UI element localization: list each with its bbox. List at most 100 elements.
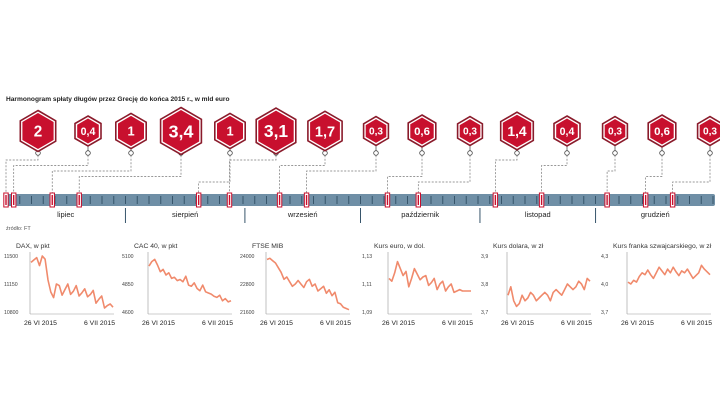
chart-title: FTSE MIB [252,243,284,250]
payment-badge-label: 0,6 [654,126,670,138]
x-tick-label: 6 VII 2015 [561,320,592,327]
payment-badge-label: 0,3 [703,127,717,138]
y-tick-label: 3,8 [481,282,488,288]
month-label: październik [401,210,439,219]
date-leader [387,155,423,193]
badge-dot [419,150,425,156]
chart-cac40: CAC 40, w pkt 5100 4850 4600 26 VI 2015 6 VII… [122,238,234,330]
x-tick-label: 26 VI 2015 [260,320,293,327]
series-line [30,255,114,309]
badge-dot [659,150,665,156]
chart-chf-pln: Kurs franka szwajcarskiego, w zł 4,3 4,0 3,… [601,238,713,330]
y-tick-label: 1,09 [362,310,372,316]
x-tick-label: 6 VII 2015 [442,320,473,327]
y-tick-label: 3,7 [481,310,488,316]
date-leader [78,155,182,193]
series-line [266,257,350,311]
chart-ftse-mib: FTSE MIB 24000 22800 21600 26 VI 2015 6 VII 2… [240,238,352,330]
month-label: sierpień [172,210,198,219]
chart-title: Kurs euro, w dol. [374,243,425,250]
y-tick-label: 21600 [240,310,255,316]
date-leader [229,155,277,193]
payment-badge-label: 1 [127,124,134,139]
payment-badge-label: 3,1 [264,121,289,141]
y-tick-label: 1,11 [362,282,372,288]
chart-title: CAC 40, w pkt [134,243,178,250]
date-leader [606,155,616,193]
date-leader [541,155,568,193]
chart-usd-pln: Kurs dolara, w zł 3,9 3,8 3,7 26 VI 2015 6 VI… [481,238,593,330]
payment-badge [162,110,200,152]
date-leader [306,155,377,193]
y-tick-label: 24000 [240,254,255,260]
badge-dot [373,150,379,156]
month-label: listopad [525,210,551,219]
payment-timeline: Harmonogram spłaty długów przez Grecję d… [3,96,720,232]
y-tick-label: 4850 [122,282,134,288]
payment-badge [650,117,674,145]
badge-dot [128,150,134,156]
date-leader [495,155,518,193]
payment-badge-label: 0,4 [81,126,96,138]
payment-badge-label: 0,4 [560,126,575,138]
source-note: źródło: FT [6,226,31,232]
date-leader [198,155,231,193]
payment-badge-label: 2 [34,123,43,140]
chart-title: Kurs franka szwajcarskiego, w zł [613,243,712,250]
payment-badge-label: 1,7 [315,124,335,140]
payment-badge [310,113,340,149]
badge-dot [85,150,91,156]
y-tick-label: 3,7 [601,310,608,316]
chart-eur-usd: Kurs euro, w dol. 1,13 1,11 1,09 26 VI 2015 6… [362,238,474,330]
payment-badge [22,113,54,149]
payment-badge [258,110,294,152]
chart-title: DAX, w pkt [16,243,50,250]
month-label: lipiec [57,210,74,219]
payment-badge-label: 1 [226,124,233,139]
y-tick-label: 3,9 [481,254,488,260]
payment-badge-label: 3,4 [169,121,194,141]
badge-dot [514,150,520,156]
date-leader [417,155,471,193]
x-tick-label: 26 VI 2015 [382,320,415,327]
payment-badge-label: 0,3 [463,127,477,138]
series-line [627,264,711,285]
date-leader [279,155,326,193]
y-tick-label: 11150 [4,282,18,288]
page-title: Harmonogram spłaty długów przez Grecję d… [6,96,230,103]
payment-badge [77,118,99,144]
y-tick-label: 22800 [240,282,255,288]
payment-badge [118,115,144,147]
y-tick-label: 1,13 [362,254,372,260]
payment-badge [459,119,481,143]
badge-dot [564,150,570,156]
x-tick-label: 6 VII 2015 [320,320,351,327]
chart-dax: DAX, w pkt 11500 11150 10800 26 VI 2015 6 VII… [4,238,116,330]
date-leader [645,155,663,193]
payment-badge-label: 0,3 [369,127,383,138]
series-line [148,258,232,303]
badge-dot [467,150,473,156]
date-leader [13,155,89,193]
badge-dot [707,150,713,156]
x-tick-label: 6 VII 2015 [202,320,233,327]
payment-badge-label: 0,6 [414,126,430,138]
x-tick-label: 26 VI 2015 [142,320,175,327]
series-line [388,260,471,294]
payment-badge [699,119,720,143]
payment-badge [556,118,578,144]
payment-badge [410,117,434,145]
y-tick-label: 10800 [4,310,19,316]
y-tick-label: 5100 [122,254,134,260]
month-label: wrzesień [287,210,318,219]
payment-badge-label: 1,4 [507,123,527,139]
y-tick-label: 4600 [122,310,134,316]
x-tick-label: 6 VII 2015 [84,320,115,327]
payment-badge [502,114,532,148]
payment-badge [604,119,626,143]
x-tick-label: 26 VI 2015 [24,320,57,327]
date-leader [672,155,711,193]
badge-dot [612,150,618,156]
y-tick-label: 4,3 [601,254,608,260]
x-tick-label: 6 VII 2015 [681,320,712,327]
